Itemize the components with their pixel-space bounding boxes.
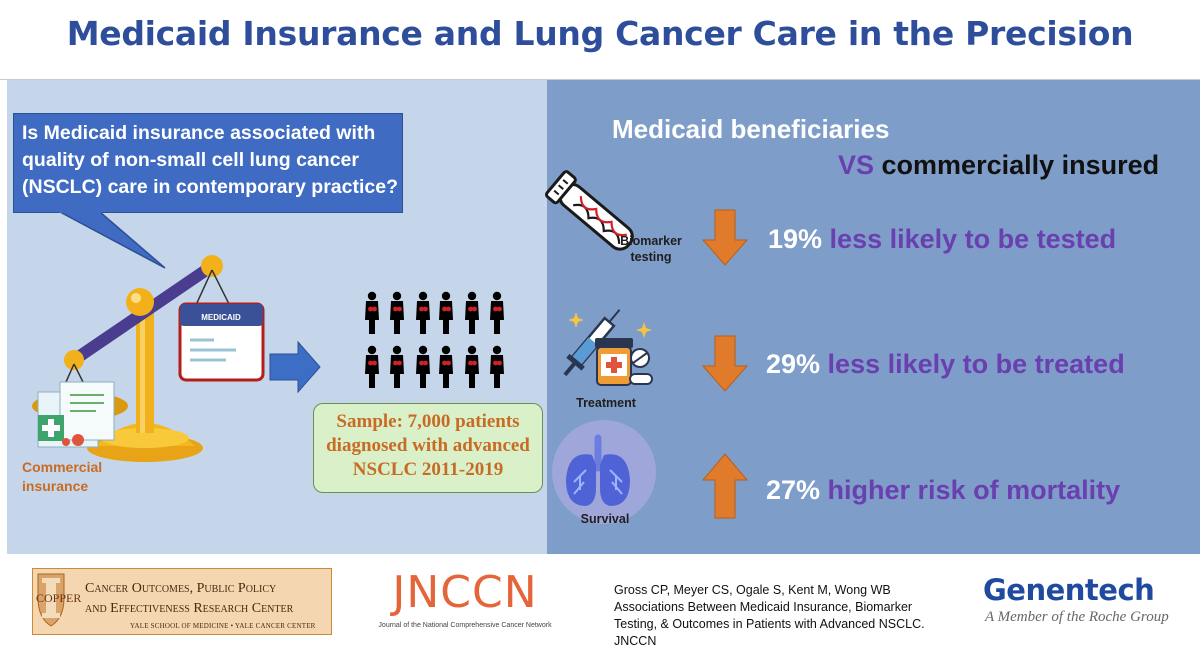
sample-line-1: Sample: 7,000 patients	[336, 411, 520, 432]
person-icon	[490, 345, 504, 388]
vs-label: VS	[838, 150, 875, 180]
jnccn-logo: JNCCN	[392, 567, 538, 618]
stat-survival-pct: 27%	[766, 475, 821, 505]
citation: Gross CP, Meyer CS, Ogale S, Kent M, Won…	[614, 582, 944, 649]
commercial-line-2: insurance	[22, 478, 89, 494]
question-text: Is Medicaid insurance associated with qu…	[22, 120, 402, 201]
right-arrow-icon	[269, 340, 321, 394]
commercial-line-1: Commercial	[22, 459, 103, 475]
medicaid-card-label: MEDICAID	[201, 313, 241, 322]
syringe-medicine-icon	[563, 309, 653, 386]
biomarker-caption-line-2: testing	[630, 250, 672, 264]
comparison-subheading: VS commercially insured	[838, 150, 1159, 181]
citation-line-1: Gross CP, Meyer CS, Ogale S, Kent M, Won…	[614, 583, 891, 597]
sample-line-3: NSCLC 2011-2019	[352, 459, 504, 480]
jnccn-subtitle: Journal of the National Comprehensive Ca…	[378, 622, 552, 629]
person-icon	[390, 345, 404, 388]
balance-scale-icon	[32, 255, 237, 462]
stat-biomarker: 19% less likely to be tested	[768, 224, 1116, 255]
citation-line-3: Testing, & Outcomes in Patients with Adv…	[614, 617, 925, 631]
stat-treatment-pct: 29%	[766, 349, 821, 379]
stat-survival-desc: higher risk of mortality	[820, 475, 1121, 505]
treatment-caption: Treatment	[576, 396, 636, 410]
question-line-3: (NSCLC) care in contemporary practice?	[22, 176, 399, 198]
stat-biomarker-desc: less likely to be tested	[822, 224, 1117, 254]
person-icon	[439, 291, 453, 334]
person-icon	[490, 291, 504, 334]
question-line-2: quality of non-small cell lung cancer	[22, 149, 359, 171]
copper-logo-box	[32, 568, 332, 635]
citation-line-2: Associations Between Medicaid Insurance,…	[614, 600, 913, 614]
person-icon	[465, 345, 479, 388]
sample-box: Sample: 7,000 patients diagnosed with ad…	[313, 403, 543, 493]
lungs-icon	[552, 420, 656, 524]
question-bubble	[13, 113, 403, 213]
insurance-document-icon	[37, 381, 115, 448]
person-icon	[416, 291, 430, 334]
stat-treatment: 29% less likely to be treated	[766, 349, 1125, 380]
medicaid-card-icon: MEDICAID	[178, 302, 265, 382]
person-icon	[439, 345, 453, 388]
test-tube-dna-icon	[545, 170, 634, 251]
genentech-subtitle: A Member of the Roche Group	[985, 609, 1169, 625]
biomarker-caption: Biomarker testing	[618, 233, 684, 265]
comparison-heading: Medicaid beneficiaries	[612, 114, 890, 144]
biomarker-caption-line-1: Biomarker	[620, 234, 682, 248]
person-icon	[390, 291, 404, 334]
copper-abbr: COPPER	[36, 591, 82, 605]
citation-line-4: JNCCN	[614, 634, 657, 648]
commercially-insured-label: commercially insured	[874, 150, 1160, 180]
down-arrow-icon-2	[701, 335, 749, 392]
copper-line-1: Cancer Outcomes, Public Policy	[85, 581, 277, 596]
survival-caption: Survival	[580, 512, 630, 526]
commercial-insurance-label: Commercial insurance	[22, 458, 142, 496]
question-line-1: Is Medicaid insurance associated with	[22, 122, 376, 144]
person-icon	[365, 345, 379, 388]
copper-line-2: and Effectiveness Research Center	[85, 601, 294, 616]
genentech-logo: Genentech	[983, 573, 1155, 607]
person-icon	[465, 291, 479, 334]
stat-survival: 27% higher risk of mortality	[766, 475, 1120, 506]
sample-line-2: diagnosed with advanced	[326, 435, 530, 456]
down-arrow-icon-1	[701, 209, 749, 266]
stat-biomarker-pct: 19%	[768, 224, 823, 254]
stat-treatment-desc: less likely to be treated	[820, 349, 1125, 379]
up-arrow-icon	[701, 453, 749, 519]
copper-line-3: YALE SCHOOL OF MEDICINE • YALE CANCER CE…	[130, 622, 316, 630]
person-icon	[365, 291, 379, 334]
person-icon	[416, 345, 430, 388]
